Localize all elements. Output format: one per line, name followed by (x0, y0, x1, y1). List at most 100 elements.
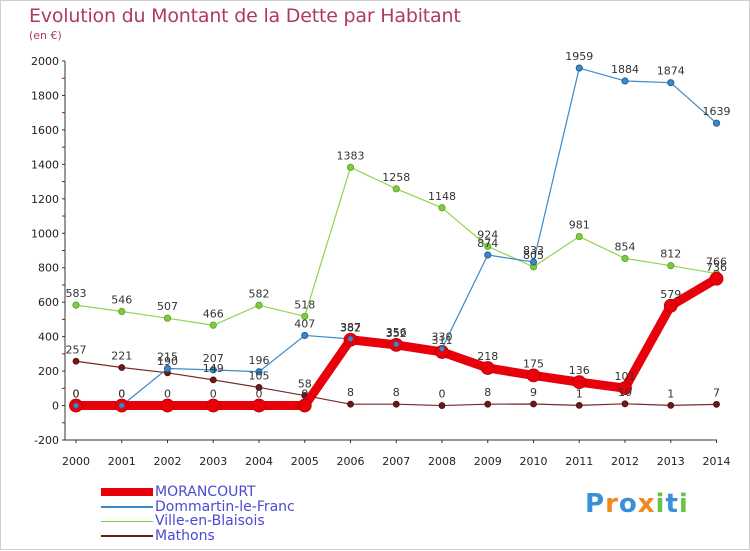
data-point (575, 232, 583, 241)
data-point (575, 401, 583, 409)
data-label: 382 (340, 322, 361, 335)
data-label: 805 (523, 249, 544, 262)
data-point (667, 79, 674, 86)
data-label: 1383 (337, 149, 365, 162)
data-point (530, 400, 537, 408)
x-tick-label: 2005 (291, 455, 319, 468)
data-label: 356 (386, 326, 407, 339)
data-label: 58 (298, 378, 312, 391)
y-tick-label: 400 (38, 331, 59, 344)
data-point (618, 381, 632, 396)
x-tick-label: 2006 (337, 455, 365, 468)
data-label: 1959 (565, 50, 593, 63)
data-label: 218 (477, 350, 498, 363)
data-point (439, 345, 445, 352)
data-point (346, 163, 355, 171)
x-tick-label: 2009 (474, 455, 502, 468)
data-label: 924 (477, 228, 498, 241)
data-label: 0 (210, 388, 217, 401)
data-point (392, 400, 400, 408)
data-label: 812 (660, 248, 681, 261)
data-point (72, 357, 80, 365)
data-label: 582 (249, 287, 270, 300)
data-label: 766 (706, 256, 727, 269)
data-label: 0 (73, 388, 80, 401)
y-tick-label: 1200 (31, 193, 59, 206)
legend-item: Dommartin-le-Franc (101, 500, 295, 515)
data-point (576, 65, 583, 71)
legend-swatch (101, 535, 153, 537)
proxiti-logo: Proxiti (585, 489, 689, 519)
data-label: 833 (523, 244, 544, 257)
data-label: 101 (615, 370, 636, 383)
data-point (572, 375, 587, 390)
data-label: 9 (530, 386, 537, 399)
legend-item: Mathons (101, 529, 295, 544)
data-label: 1 (576, 387, 583, 400)
logo-letter: P (585, 489, 606, 519)
legend-label: MORANCOURT (155, 484, 256, 501)
data-point (209, 376, 217, 384)
data-label: 149 (203, 362, 224, 375)
legend-item: Ville-en-Blaisois (101, 514, 295, 529)
data-point (206, 398, 221, 413)
y-tick-label: 600 (38, 296, 59, 309)
y-tick-label: 1400 (31, 158, 59, 171)
data-label: 518 (294, 298, 315, 311)
data-point (484, 400, 492, 408)
data-label: 311 (432, 334, 453, 347)
data-label: 736 (706, 261, 727, 274)
data-label: 1874 (657, 65, 685, 78)
x-tick-label: 2007 (382, 455, 410, 468)
y-tick-label: 1800 (31, 89, 59, 102)
data-point (347, 335, 354, 342)
data-point (530, 259, 537, 265)
data-point (526, 368, 541, 383)
data-label: 0 (439, 388, 446, 401)
data-label: 8 (347, 386, 354, 399)
data-label: 854 (615, 240, 636, 253)
data-label: 8 (484, 386, 491, 399)
data-point (347, 400, 354, 408)
data-label: 196 (249, 354, 270, 367)
chart-subtitle: (en €) (29, 29, 62, 42)
data-label: 387 (340, 321, 361, 334)
legend-label: Ville-en-Blaisois (155, 513, 265, 530)
data-point (480, 361, 495, 375)
data-label: 981 (569, 219, 590, 232)
data-point (118, 402, 125, 409)
x-tick-label: 2014 (703, 455, 731, 468)
data-point (663, 298, 678, 313)
data-label: 352 (386, 327, 407, 340)
logo-letter: x (637, 489, 656, 519)
data-point (164, 365, 171, 372)
data-label: 874 (477, 237, 498, 250)
data-point (255, 384, 263, 391)
x-tick-label: 2012 (611, 455, 639, 468)
legend-label: Dommartin-le-Franc (155, 498, 295, 515)
legend-swatch (101, 506, 153, 508)
x-tick-label: 2011 (565, 455, 593, 468)
x-tick-label: 2010 (520, 455, 548, 468)
x-tick-label: 2008 (428, 455, 456, 468)
data-label: 466 (203, 307, 224, 320)
data-label: 7 (713, 386, 720, 399)
data-label: 1639 (703, 105, 731, 118)
legend-item: MORANCOURT (101, 485, 295, 500)
data-label: 579 (660, 288, 681, 301)
data-point (709, 271, 724, 286)
data-label: 257 (66, 343, 87, 356)
y-tick-label: 0 (52, 400, 59, 413)
data-label: 1148 (428, 190, 456, 203)
data-point (621, 400, 629, 408)
y-tick-label: -200 (34, 434, 59, 447)
data-point (73, 402, 79, 409)
y-tick-label: 1000 (31, 227, 59, 240)
data-point (301, 332, 308, 339)
x-tick-label: 2003 (199, 455, 227, 468)
data-label: 0 (301, 388, 308, 401)
data-point (713, 120, 720, 127)
data-point (621, 254, 629, 263)
data-label: 136 (569, 364, 590, 377)
